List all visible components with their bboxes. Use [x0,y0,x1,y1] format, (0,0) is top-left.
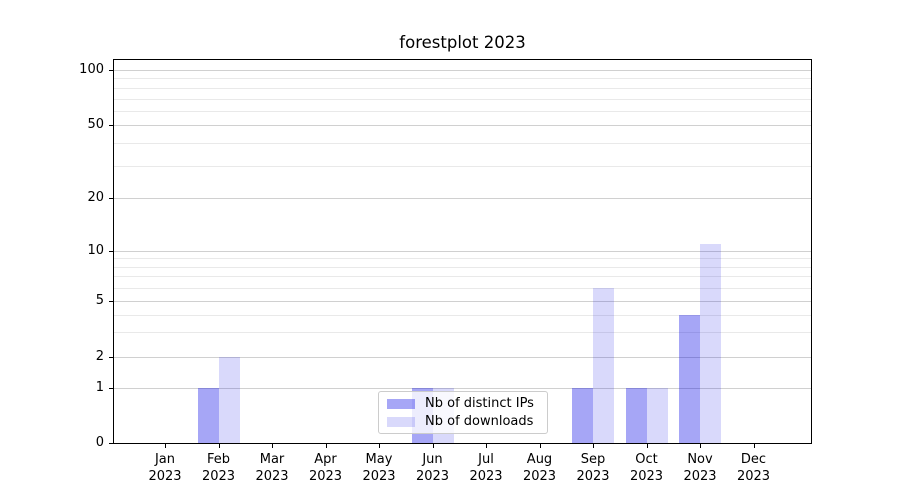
y-axis-tick [109,443,113,444]
gridline-minor [114,110,811,112]
x-axis-tick-label: Aug 2023 [522,452,557,484]
gridline-major [114,250,811,252]
gridline-major [114,198,811,200]
legend-swatch [387,398,415,409]
bar-downloads [593,287,614,443]
legend-entry: Nb of downloads [385,413,541,431]
gridline-major [114,125,811,127]
bar-downloads [218,357,240,443]
bar-distinct-ips [679,314,700,443]
y-axis-tick [109,125,113,127]
x-axis-tick [486,444,487,448]
x-axis-tick [593,444,594,448]
gridline-minor [114,287,811,289]
y-axis-tick-label: 5 [95,292,104,308]
y-axis-tick-label: 10 [87,242,104,258]
x-axis-tick-label: Sep 2023 [576,452,610,484]
gridline-minor [114,98,811,100]
gridline-minor [114,266,811,268]
gridline-minor [114,258,811,260]
x-axis-tick-label: Jan 2023 [148,452,182,484]
x-axis-tick [700,444,701,448]
x-axis-tick-label: May 2023 [362,452,396,484]
y-axis-tick [109,250,113,252]
x-axis-tick-label: Dec 2023 [736,452,771,484]
y-axis-tick [109,300,113,302]
gridline-minor [114,143,811,145]
legend-label: Nb of distinct IPs [425,395,534,411]
gridline-minor [114,87,811,89]
gridline-major [114,357,811,359]
bar-distinct-ips [197,388,219,443]
legend-swatch [387,416,415,427]
gridline-minor [114,78,811,80]
legend-entry: Nb of distinct IPs [385,395,541,413]
y-axis-tick [109,357,113,359]
y-axis-tick [109,388,113,390]
gridline-major [114,388,811,390]
x-axis-tick [325,444,327,448]
bar-downloads [646,388,668,443]
y-axis-tick [109,198,113,200]
y-axis-tick-label: 50 [87,117,104,133]
gridline-minor [114,166,811,167]
y-axis-tick [109,70,113,71]
bar-distinct-ips [625,388,647,443]
x-axis-tick [379,444,380,448]
legend: Nb of distinct IPs Nb of downloads [378,391,548,434]
bar-distinct-ips [572,388,593,443]
x-axis-tick-label: Feb 2023 [201,452,236,484]
gridline-major [114,300,811,302]
x-axis-tick [165,444,166,448]
plot-area [113,59,812,444]
x-axis-tick [539,444,541,448]
legend-label: Nb of downloads [425,413,534,429]
y-axis-tick-label: 20 [87,190,104,206]
y-axis-tick-label: 100 [79,62,104,77]
x-axis-tick-label: Apr 2023 [308,452,343,484]
gridline-major [114,70,811,71]
y-axis-tick-label: 1 [95,380,104,396]
chart-title: forestplot 2023 [399,33,526,52]
y-axis-tick-label: 2 [95,349,104,365]
x-axis-tick-label: Mar 2023 [255,452,289,484]
x-axis-tick-label: Jul 2023 [469,452,503,484]
x-axis-tick [432,444,434,448]
x-axis-tick-label: Oct 2023 [629,452,664,484]
bar-downloads [700,243,721,443]
gridline-minor [114,276,811,278]
gridline-minor [114,332,811,334]
gridline-minor [114,314,811,316]
x-axis-tick [272,444,273,448]
y-axis-tick-label: 0 [95,435,104,450]
x-axis-tick [218,444,220,448]
x-axis-tick [646,444,648,448]
x-axis-tick [753,444,755,448]
x-axis-tick-label: Jun 2023 [415,452,450,484]
x-axis-tick-label: Nov 2023 [683,452,717,484]
